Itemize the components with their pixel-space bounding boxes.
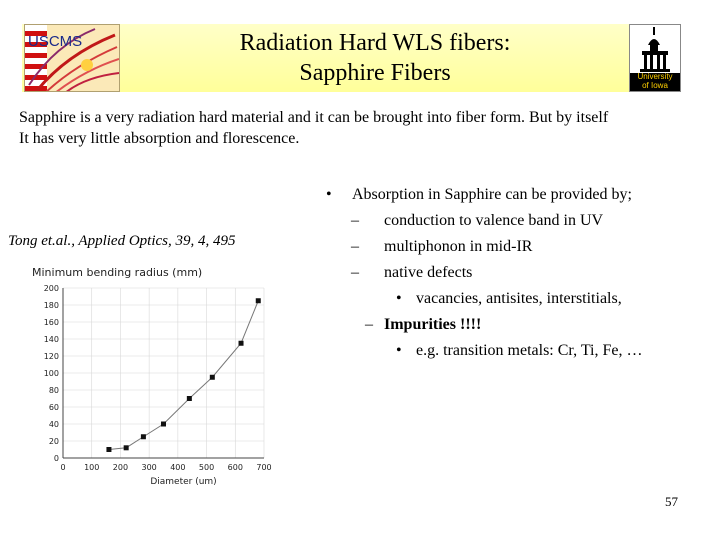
data-point	[255, 298, 261, 304]
y-tick-label: 180	[44, 301, 59, 310]
y-tick-label: 140	[44, 335, 59, 344]
y-tick-label: 60	[49, 403, 59, 412]
bullet-marker: •	[396, 290, 402, 307]
bullet-text: e.g. transition metals: Cr, Ti, Fe, …	[416, 342, 643, 359]
bending-radius-chart: Minimum bending radius (mm) 0 20 40 60 80 100 1…	[26, 258, 286, 490]
bullet-marker: •	[396, 342, 402, 359]
bullet-marker: –	[351, 264, 359, 281]
university-of-iowa-logo: University of Iowa	[629, 24, 681, 92]
intro-paragraph: Sapphire is a very radiation hard materi…	[19, 107, 699, 149]
data-point	[186, 396, 192, 401]
bullet-row: – Impurities !!!!	[324, 312, 704, 338]
bullet-marker: –	[365, 316, 373, 333]
bullet-marker: –	[351, 238, 359, 255]
bullet-row: • Absorption in Sapphire can be provided…	[324, 182, 704, 208]
bullet-text: multiphonon in mid-IR	[384, 238, 533, 255]
bullet-marker: –	[351, 212, 359, 229]
uscms-logo: USCMS	[24, 24, 120, 92]
y-tick-label: 200	[44, 284, 59, 293]
data-point	[209, 374, 215, 380]
y-tick-label: 20	[49, 437, 59, 446]
data-point	[140, 434, 146, 440]
x-tick-label: 0	[60, 463, 65, 472]
bullet-text: vacancies, antisites, interstitials,	[416, 290, 622, 307]
x-tick-label: 300	[142, 463, 157, 472]
x-tick-label: 100	[84, 463, 99, 472]
slide-title: Radiation Hard WLS fibers: Sapphire Fibe…	[180, 28, 570, 88]
data-point	[161, 421, 166, 427]
y-tick-label: 0	[54, 454, 59, 463]
y-tick-label: 160	[44, 318, 59, 327]
series-line	[108, 300, 259, 450]
uscms-flag-graphic	[25, 25, 119, 91]
bullet-text-bold: Impurities !!!!	[384, 316, 482, 333]
bullet-row: – conduction to valence band in UV	[324, 208, 704, 234]
x-tick-label: 600	[228, 463, 243, 472]
chart-title: Minimum bending radius (mm)	[32, 266, 202, 279]
x-tick-label: 200	[113, 463, 128, 472]
bullet-marker: •	[326, 186, 332, 203]
university-logo-text-line1: University	[637, 72, 673, 81]
x-axis-label: Diameter (um)	[150, 477, 216, 487]
title-banner	[22, 24, 680, 92]
bullet-list: • Absorption in Sapphire can be provided…	[324, 182, 704, 364]
bullet-text: conduction to valence band in UV	[384, 212, 604, 229]
bullet-row: – multiphonon in mid-IR	[324, 234, 704, 260]
x-tick-label: 500	[199, 463, 214, 472]
x-tick-label: 700	[256, 463, 271, 472]
page-number: 57	[665, 494, 678, 509]
bullet-row: • vacancies, antisites, interstitials,	[324, 286, 704, 312]
chart-svg: Minimum bending radius (mm) 0 20 40 60 80 100 1…	[32, 266, 272, 487]
slide-title-line2: Sapphire Fibers	[299, 60, 451, 86]
bullet-text: Absorption in Sapphire can be provided b…	[352, 186, 632, 203]
slide-title-line1: Radiation Hard WLS fibers:	[239, 30, 511, 56]
old-capitol-icon	[630, 25, 680, 91]
data-point	[106, 447, 112, 452]
x-tick-label: 400	[170, 463, 185, 472]
bullet-text: native defects	[384, 264, 473, 281]
data-point	[238, 340, 244, 346]
y-tick-label: 80	[49, 386, 59, 395]
uscms-logo-text: USCMS	[28, 33, 83, 50]
bullet-row: • e.g. transition metals: Cr, Ti, Fe, …	[324, 338, 704, 364]
figure-caption: Tong et.al., Applied Optics, 39, 4, 495	[8, 233, 236, 249]
y-tick-label: 120	[44, 352, 59, 361]
data-point	[123, 445, 129, 451]
bullet-row: – native defects	[324, 260, 704, 286]
intro-line2: It has very little absorption and flores…	[19, 130, 300, 147]
intro-line1: Sapphire is a very radiation hard materi…	[19, 109, 609, 126]
university-logo-text-line2: of Iowa	[642, 81, 668, 90]
y-tick-label: 100	[44, 369, 59, 378]
y-tick-label: 40	[49, 420, 59, 429]
